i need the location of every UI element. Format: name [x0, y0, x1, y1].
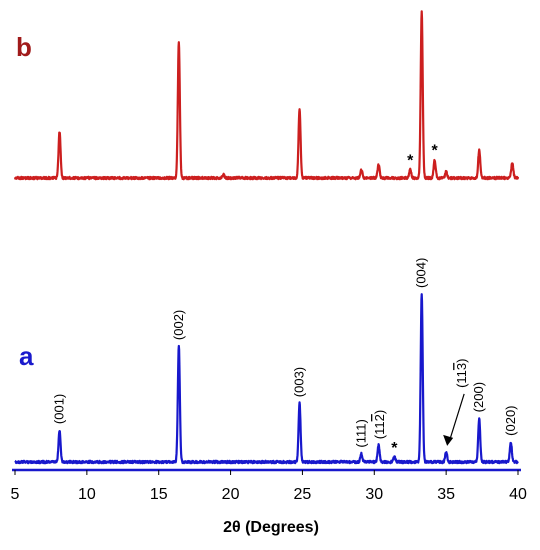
pattern-b-line — [13, 10, 520, 181]
peak-arrow — [448, 393, 465, 443]
peak-label: (002) — [171, 310, 186, 340]
pattern-a: a (001) (002) (003) (111) (112) * (004) (113)(20… — [14, 258, 519, 465]
peak-label: (200) — [471, 382, 486, 412]
impurity-marker: * — [407, 153, 414, 170]
pattern-a-line — [14, 293, 519, 465]
peak-label: (020) — [503, 405, 518, 435]
peak-label: (113) — [454, 359, 469, 388]
x-axis-title: 2θ (Degrees) — [223, 519, 319, 536]
peak-label: (112) — [372, 410, 387, 439]
overbar-digit: 2 — [372, 414, 387, 421]
peak-label: (004) — [414, 258, 429, 288]
panel-label-b: b — [16, 32, 32, 62]
x-tick-label: 40 — [509, 486, 527, 503]
x-tick-label: 10 — [78, 486, 96, 503]
x-tick-label: 30 — [365, 486, 383, 503]
x-tick-label: 25 — [294, 486, 312, 503]
x-tick-label: 20 — [222, 486, 240, 503]
peak-label: (003) — [292, 367, 307, 397]
panel-label-a: a — [19, 341, 34, 371]
peak-label: (111) — [353, 419, 368, 447]
x-tick-label: 15 — [150, 486, 168, 503]
peak-label: (001) — [52, 394, 67, 424]
x-tick-label: 35 — [437, 486, 455, 503]
impurity-marker: * — [432, 143, 439, 160]
impurity-marker: * — [391, 440, 398, 457]
arrow-head — [443, 434, 454, 446]
pattern-b: b * * — [13, 10, 520, 181]
x-axis: 5 10 15 20 25 30 35 40 — [11, 468, 527, 503]
x-tick-label: 5 — [11, 486, 20, 503]
overbar-digit: 3 — [454, 363, 469, 370]
